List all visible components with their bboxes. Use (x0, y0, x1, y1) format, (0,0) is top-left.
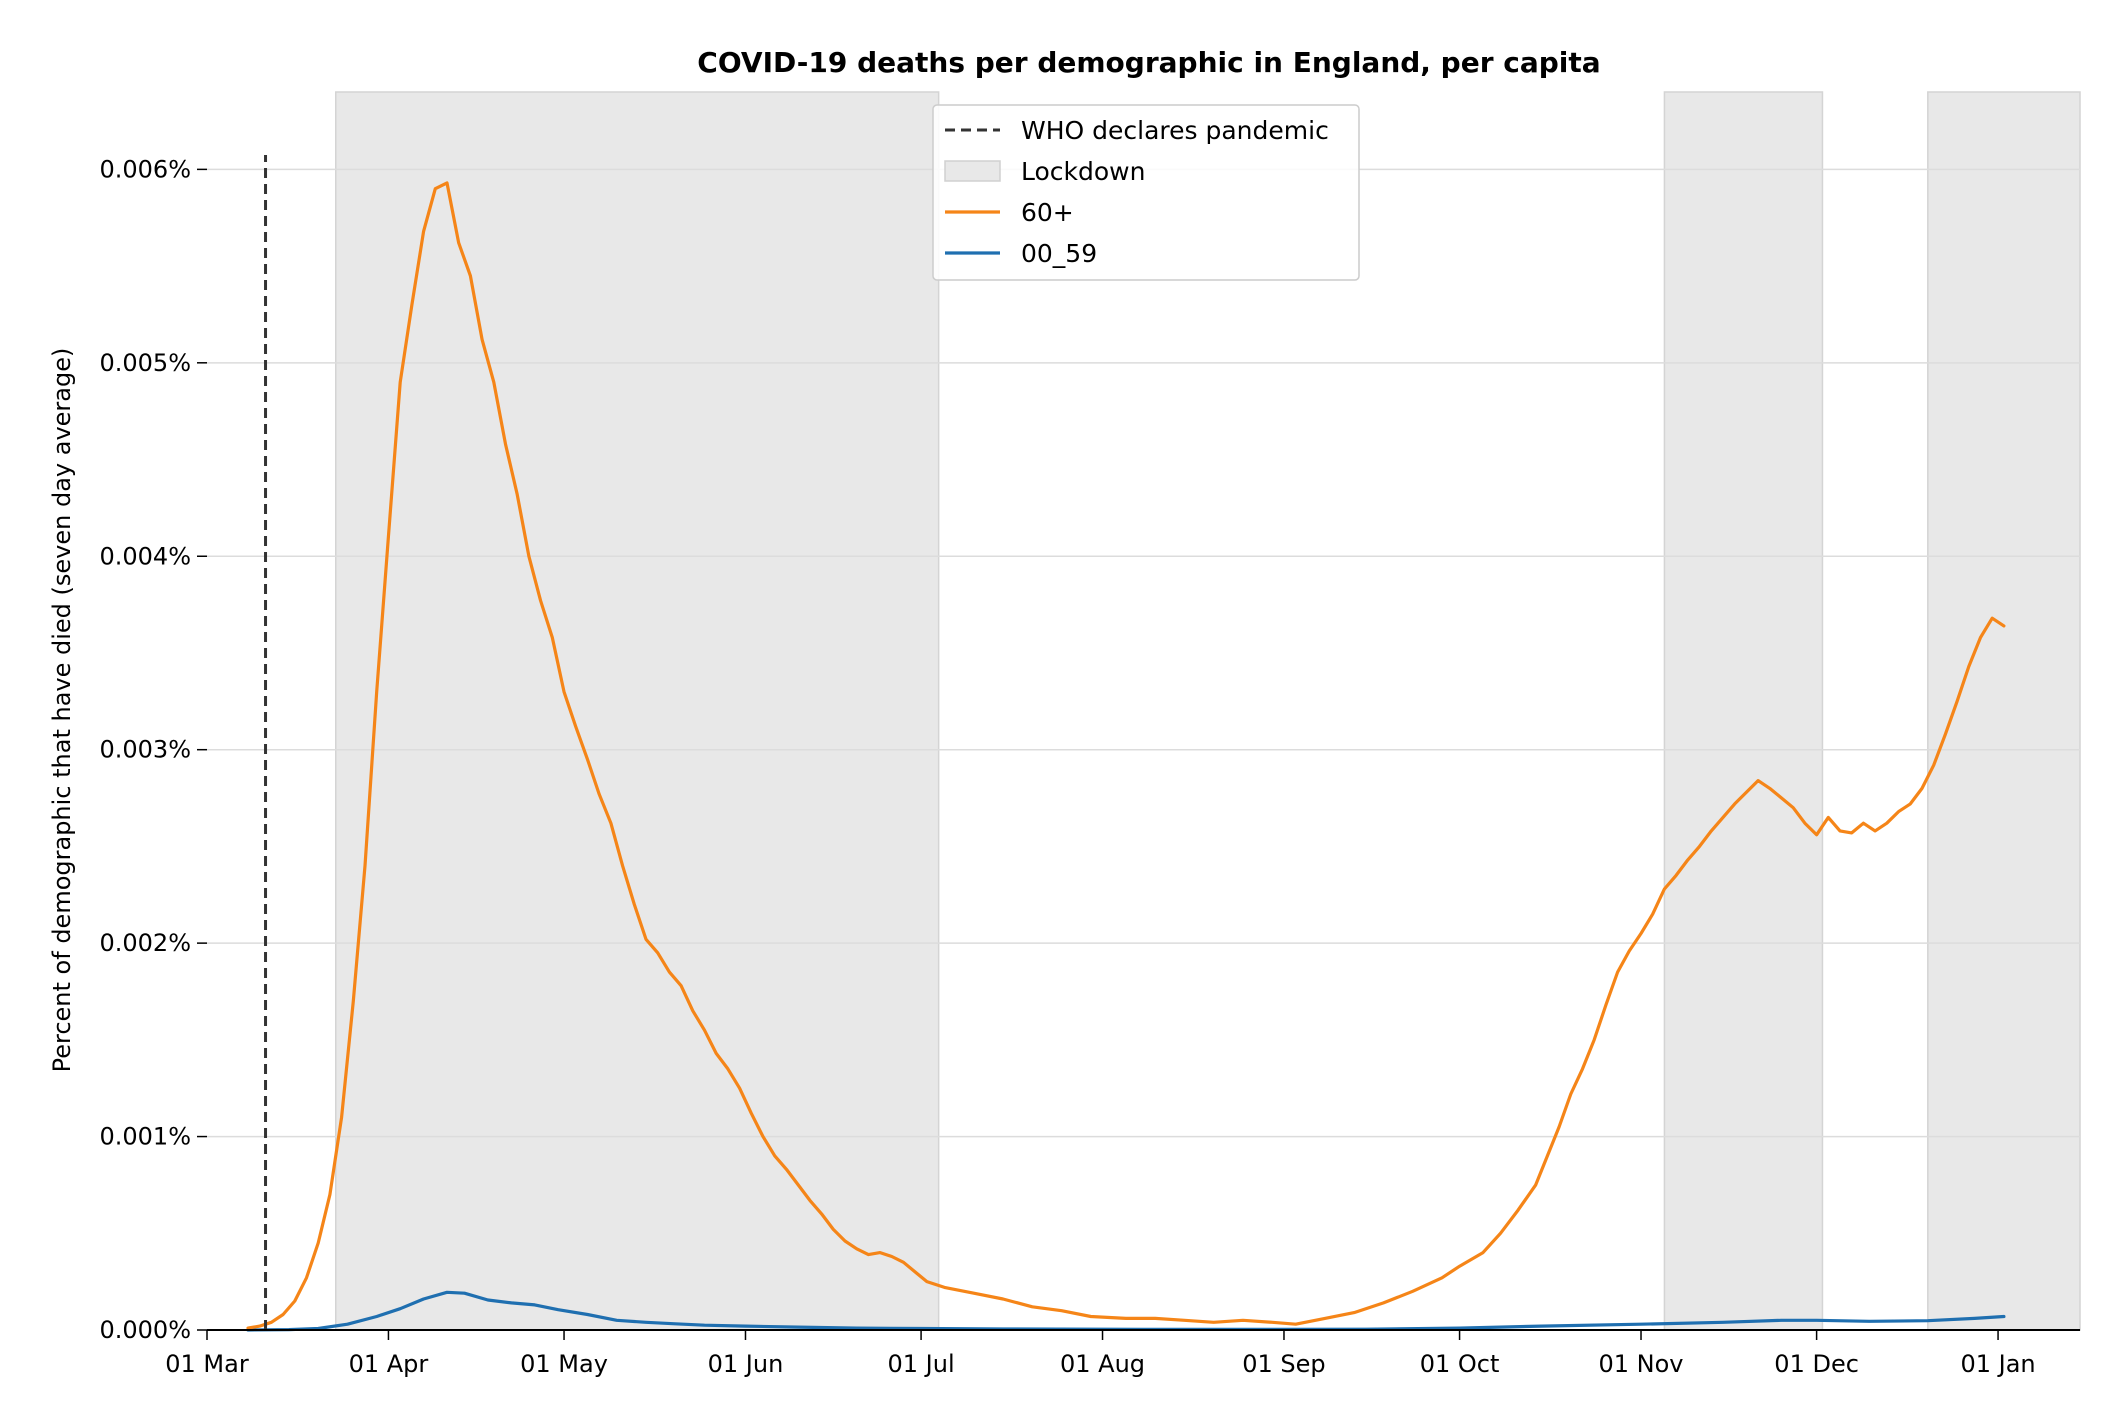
x-tick-label-5: 01 Aug (1060, 1350, 1145, 1378)
legend-box (932, 104, 1360, 281)
legend-label-0: WHO declares pandemic (1021, 116, 1329, 145)
y-tick-label-4: 0.004% (99, 542, 191, 570)
x-tick-label-9: 01 Dec (1774, 1350, 1859, 1378)
series-line-60+ (246, 181, 2006, 1330)
legend-label-3: 00_59 (1021, 239, 1097, 268)
axes (197, 168, 2080, 1340)
y-tick-label-0: 0.000% (99, 1316, 191, 1344)
legend: WHO declares pandemic Lockdown 60+ 00_59 (932, 104, 1360, 281)
lockdown-region-2 (1663, 91, 1824, 1331)
x-tick-label-2: 01 May (520, 1350, 608, 1378)
x-tick-label-3: 01 Jun (708, 1350, 784, 1378)
lockdown-region-1 (335, 91, 940, 1331)
y-tick-label-2: 0.002% (99, 929, 191, 957)
x-tick-label-6: 01 Sep (1242, 1350, 1325, 1378)
legend-label-2: 60+ (1021, 198, 1074, 227)
series-lines (246, 181, 2006, 1332)
legend-label-1: Lockdown (1021, 157, 1145, 186)
legend-swatch-lockdown (944, 160, 1001, 182)
lockdown-regions (335, 91, 2081, 1331)
y-tick-label-6: 0.006% (99, 155, 191, 183)
x-tick-label-0: 01 Mar (165, 1350, 249, 1378)
x-tick-label-10: 01 Jan (1960, 1350, 2035, 1378)
x-tick-label-4: 01 Jul (888, 1350, 955, 1378)
y-tick-label-3: 0.003% (99, 736, 191, 764)
tick-labels: 0.000% 0.001% 0.002% 0.003% 0.004% 0.005% 0.00… (99, 155, 2035, 1378)
y-tick-label-5: 0.005% (99, 349, 191, 377)
y-axis-label: Percent of demographic that have died (s… (48, 348, 76, 1073)
chart-title: COVID-19 deaths per demographic in Engla… (697, 46, 1600, 79)
x-tick-label-8: 01 Nov (1599, 1350, 1684, 1378)
x-tick-label-1: 01 Apr (349, 1350, 429, 1378)
y-tick-label-1: 0.001% (99, 1123, 191, 1151)
series-line-00_59 (246, 1290, 2006, 1332)
x-tick-label-7: 01 Oct (1420, 1350, 1500, 1378)
lockdown-region-3 (1927, 91, 2081, 1331)
